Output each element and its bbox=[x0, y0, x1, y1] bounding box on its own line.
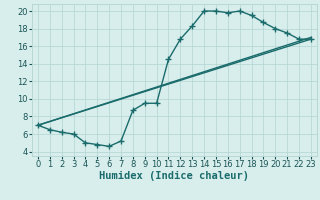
X-axis label: Humidex (Indice chaleur): Humidex (Indice chaleur) bbox=[100, 171, 249, 181]
